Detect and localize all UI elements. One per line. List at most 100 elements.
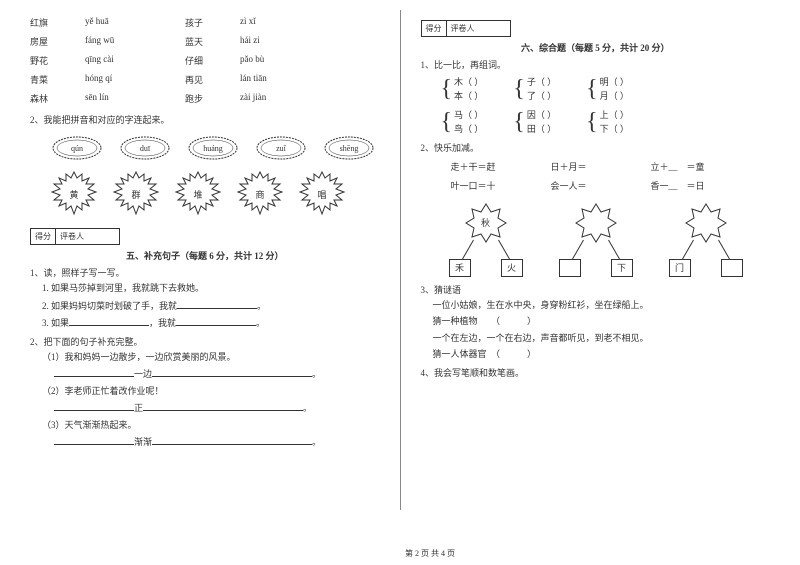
pinyin-oval-row: qún duī huáng zuǐ shēng: [50, 134, 380, 162]
cn-word: 青菜: [30, 73, 85, 86]
word-row: 房屋fáng wū蓝天hái zi: [30, 35, 380, 48]
blank: [54, 435, 134, 445]
blank: [69, 316, 149, 326]
star-icon: [685, 202, 727, 244]
brace-pair: {上（ ）下（ ）: [586, 108, 629, 137]
blank: [152, 435, 312, 445]
math-row: 走＋干＝赶日＋月＝立＋__ ＝童: [451, 160, 771, 173]
example-line: （1）我和妈妈一边散步，一边欣赏美丽的风景。: [42, 351, 380, 365]
fill-line: 一边。: [54, 367, 380, 382]
example-line: 1. 如果马莎掉到河里，我就跳下去救她。: [42, 282, 380, 296]
section-title: 五、补充句子（每题 6 分，共计 12 分）: [30, 249, 380, 262]
blank: [54, 367, 134, 377]
burst-shape: 黄: [50, 170, 98, 218]
pinyin: qīng cài: [85, 54, 185, 67]
subquestion: 4、我会写笔顺和数笔画。: [421, 366, 771, 379]
word-row: 森林sēn lín跑步zài jiàn: [30, 92, 380, 105]
left-column: 红旗yě huā孩子zì xǐ 房屋fáng wū蓝天hái zi 野花qīng…: [30, 10, 380, 530]
score-label: 得分: [422, 21, 447, 36]
grader-label: 评卷人: [447, 21, 479, 36]
zigzag-oval: duī: [118, 134, 172, 162]
right-column: 得分 评卷人 六、综合题（每题 5 分，共计 20 分） 1、比一比，再组词。 …: [421, 10, 771, 530]
subquestion: 3、猜谜语: [421, 283, 771, 296]
burst-shape: 商: [236, 170, 284, 218]
zigzag-oval: shēng: [322, 134, 376, 162]
fill-line: 3. 如果，我就。: [42, 316, 380, 331]
pinyin: sēn lín: [85, 92, 185, 105]
cn-word: 房屋: [30, 35, 85, 48]
blank: [177, 299, 257, 309]
word-row: 红旗yě huā孩子zì xǐ: [30, 16, 380, 29]
burst-shape: 堆: [174, 170, 222, 218]
subquestion: 2、把下面的句子补充完整。: [30, 335, 380, 348]
star-tree: 门: [661, 202, 751, 277]
brace-pair: {明（ ）月（ ）: [586, 75, 629, 104]
star-tree: 下: [551, 202, 641, 277]
section-title: 六、综合题（每题 5 分，共计 20 分）: [421, 41, 771, 54]
pinyin: yě huā: [85, 16, 185, 29]
blank: [176, 316, 256, 326]
pinyin: zì xǐ: [240, 16, 330, 29]
fill-line: 2. 如果妈妈切菜时划破了手，我就。: [42, 299, 380, 314]
cn-word: 野花: [30, 54, 85, 67]
word-row: 野花qīng cài仔细pǎo bù: [30, 54, 380, 67]
example-line: （3）天气渐渐热起来。: [42, 419, 380, 433]
char-box: 门: [669, 259, 691, 277]
subquestion: 2、快乐加减。: [421, 141, 771, 154]
riddle-answer: 猜一种植物 （ ）: [433, 315, 771, 329]
question-label: 2、我能把拼音和对应的字连起来。: [30, 113, 380, 126]
riddle-answer: 猜一人体器官 （ ）: [433, 348, 771, 362]
cn-word: 再见: [185, 73, 240, 86]
burst-shape: 群: [112, 170, 160, 218]
score-box: 得分 评卷人: [30, 228, 120, 245]
star-icon: 秋: [465, 202, 507, 244]
fill-line: 渐渐。: [54, 435, 380, 450]
page-footer: 第 2 页 共 4 页: [30, 548, 800, 559]
brace-pair: {马（ ）鸟（ ）: [441, 108, 484, 137]
column-divider: [400, 10, 401, 510]
pinyin: hóng qí: [85, 73, 185, 86]
pinyin: lán tiān: [240, 73, 330, 86]
cn-word: 蓝天: [185, 35, 240, 48]
cn-word: 仔细: [185, 54, 240, 67]
riddle-line: 一位小姑娘，生在水中央，身穿粉红衫，坐在绿船上。: [433, 299, 771, 313]
burst-shape: 唱: [298, 170, 346, 218]
pinyin: hái zi: [240, 35, 330, 48]
star-tree: 秋 禾 火: [441, 202, 531, 277]
blank: [152, 367, 312, 377]
char-box: [559, 259, 581, 277]
star-icon: [575, 202, 617, 244]
score-label: 得分: [31, 229, 56, 244]
char-box: 下: [611, 259, 633, 277]
pinyin: zài jiàn: [240, 92, 330, 105]
pinyin: pǎo bù: [240, 54, 330, 67]
cn-word: 森林: [30, 92, 85, 105]
cn-word: 红旗: [30, 16, 85, 29]
score-box: 得分 评卷人: [421, 20, 511, 37]
burst-row: 黄 群 堆 商 唱: [50, 170, 380, 218]
zigzag-oval: zuǐ: [254, 134, 308, 162]
example-line: （2）李老师正忙着改作业呢！: [42, 385, 380, 399]
brace-row: {马（ ）鸟（ ） {因（ ）田（ ） {上（ ）下（ ）: [441, 108, 771, 137]
subquestion: 1、读，照样子写一写。: [30, 266, 380, 279]
zigzag-oval: qún: [50, 134, 104, 162]
char-box: [721, 259, 743, 277]
brace-pair: {木（ ）本（ ）: [441, 75, 484, 104]
brace-pair: {因（ ）田（ ）: [513, 108, 556, 137]
blank: [54, 401, 134, 411]
star-diagram-row: 秋 禾 火 下 门: [441, 202, 771, 277]
cn-word: 跑步: [185, 92, 240, 105]
riddle-line: 一个在左边，一个在右边，声音都听见，到老不相见。: [433, 332, 771, 346]
blank: [143, 401, 303, 411]
grader-label: 评卷人: [56, 229, 88, 244]
char-box: 禾: [449, 259, 471, 277]
word-row: 青菜hóng qí再见lán tiān: [30, 73, 380, 86]
math-row: 叶一口＝十会一人＝香一__ ＝日: [451, 179, 771, 192]
char-box: 火: [501, 259, 523, 277]
zigzag-oval: huáng: [186, 134, 240, 162]
brace-pair: {子（ ）了（ ）: [513, 75, 556, 104]
brace-row: {木（ ）本（ ） {子（ ）了（ ） {明（ ）月（ ）: [441, 75, 771, 104]
subquestion: 1、比一比，再组词。: [421, 58, 771, 71]
fill-line: 正。: [54, 401, 380, 416]
pinyin: fáng wū: [85, 35, 185, 48]
